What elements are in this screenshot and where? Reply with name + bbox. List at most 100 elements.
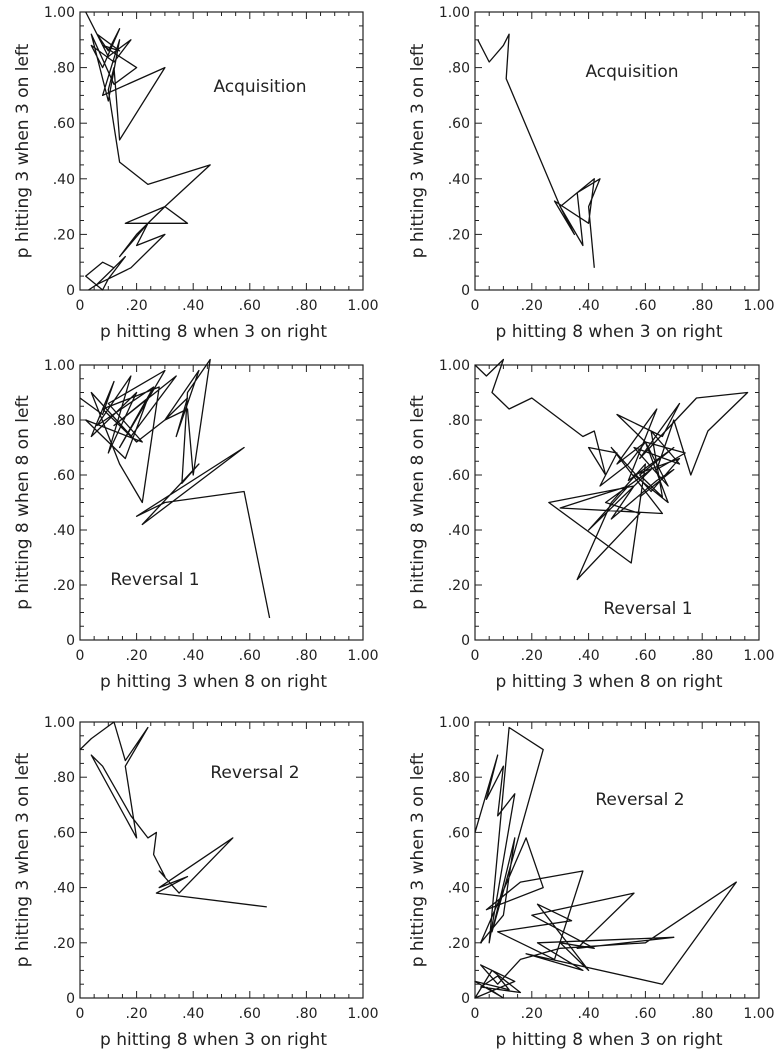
x-tick-label: 1.00 [743,648,774,664]
panel-title: Reversal 1 [110,570,199,590]
y-axis-title: p hitting 3 when 3 on left [408,752,428,967]
x-tick-label: .40 [182,648,204,664]
x-tick-label: .20 [125,298,147,314]
chart-panel-3: 0 .20 .40 .60 .80 1.00 0 .20 .40 .60 .80 1.00 p hitt… [13,358,379,692]
x-tick-label: .20 [521,298,543,314]
x-tick-label: .60 [634,298,656,314]
x-tick-label: 1.00 [347,298,378,314]
y-tick-label: 0 [461,283,470,299]
x-tick-label: .80 [295,1006,317,1022]
chart-panel-1: 0 .20 .40 .60 .80 1.00 0 .20 .40 .60 .80 1.00 p hitt… [13,5,379,342]
x-tick-label: .40 [577,648,599,664]
y-tick-label: .20 [448,936,470,952]
x-tick-label: 0 [471,298,480,314]
y-tick-label: .40 [53,881,75,897]
panel-title: Reversal 2 [210,763,299,783]
series-line-1 [85,11,211,291]
y-tick-label: .20 [53,578,75,594]
y-tick-label: .20 [448,227,470,243]
x-tick-label: .60 [634,1006,656,1022]
y-tick-label: 1.00 [439,715,470,731]
y-tick-label: 1.00 [44,715,75,731]
plot-frame [474,721,760,999]
x-tick-label: 1.00 [743,298,774,314]
plot-frame [474,11,760,291]
x-tick-label: .60 [634,648,656,664]
y-tick-label: .80 [448,770,470,786]
y-tick-label: 1.00 [44,5,75,21]
x-tick-label: 0 [471,648,480,664]
y-tick-label: 0 [66,991,75,1007]
x-tick-label: .40 [577,1006,599,1022]
x-tick-label: 1.00 [347,648,378,664]
x-tick-label: .40 [182,1006,204,1022]
y-tick-label: 1.00 [439,358,470,374]
chart-panel-5: 0 .20 .40 .60 .80 1.00 0 .20 .40 .60 .80 1.00 p hitt… [13,715,379,1050]
y-tick-label: .20 [448,578,470,594]
y-tick-label: .80 [53,770,75,786]
x-axis-title: p hitting 8 when 3 on right [100,322,327,342]
chart-panel-4: 0 .20 .40 .60 .80 1.00 0 .20 .40 .60 .80 1.00 p hitt… [408,358,774,692]
y-tick-label: .40 [53,172,75,188]
y-tick-label: 1.00 [439,5,470,21]
x-tick-label: .80 [691,298,713,314]
series-line-1 [79,721,267,908]
y-tick-label: .40 [448,881,470,897]
x-tick-label: 0 [76,1006,85,1022]
y-tick-label: .80 [53,61,75,77]
y-axis-title: p hitting 3 when 3 on left [13,752,33,967]
x-tick-label: .40 [182,298,204,314]
x-tick-label: .80 [691,1006,713,1022]
series-line-1 [474,358,749,581]
series-line-1 [477,33,601,268]
y-tick-label: 1.00 [44,358,75,374]
x-axis-title: p hitting 3 when 8 on right [496,672,723,692]
x-tick-label: .40 [577,298,599,314]
y-tick-label: .60 [448,468,470,484]
x-tick-label: 0 [471,1006,480,1022]
y-tick-label: .40 [53,523,75,539]
y-tick-label: .80 [53,413,75,429]
chart-panel-6: 0 .20 .40 .60 .80 1.00 0 .20 .40 .60 .80 1.00 p hitt… [408,715,774,1050]
x-tick-label: .20 [125,648,147,664]
y-axis-title: p hitting 8 when 8 on left [13,395,33,610]
x-tick-label: .80 [691,648,713,664]
x-tick-label: .20 [521,648,543,664]
x-axis-title: p hitting 8 when 3 on right [496,1030,723,1050]
x-axis-title: p hitting 3 when 8 on right [100,672,327,692]
y-tick-label: 0 [461,633,470,649]
x-tick-label: .60 [239,648,261,664]
panel-title: Acquisition [585,62,678,82]
panel-title: Reversal 2 [595,790,684,810]
y-tick-label: 0 [66,633,75,649]
x-tick-label: 0 [76,648,85,664]
y-tick-label: .80 [448,61,470,77]
y-tick-label: .40 [448,523,470,539]
y-axis-title: p hitting 8 when 8 on left [408,395,428,610]
y-tick-label: .80 [448,413,470,429]
x-tick-label: 1.00 [347,1006,378,1022]
x-axis-title: p hitting 8 when 3 on right [100,1030,327,1050]
y-tick-label: .60 [53,468,75,484]
y-tick-label: .20 [53,936,75,952]
chart-panel-2: 0 .20 .40 .60 .80 1.00 0 .20 .40 .60 .80 1.00 p hitt… [408,5,774,342]
panel-title: Acquisition [213,77,306,97]
series-line-1 [79,358,271,619]
panel-title: Reversal 1 [603,599,692,619]
y-tick-label: .60 [448,116,470,132]
x-tick-label: .20 [125,1006,147,1022]
y-tick-label: 0 [66,283,75,299]
y-tick-label: .20 [53,227,75,243]
series-line-1 [474,726,737,999]
y-tick-label: .60 [448,825,470,841]
y-tick-label: .60 [53,116,75,132]
y-tick-label: .60 [53,825,75,841]
y-axis-title: p hitting 3 when 3 on left [13,43,33,258]
x-tick-label: .80 [295,648,317,664]
x-tick-label: 1.00 [743,1006,774,1022]
x-tick-label: .60 [239,298,261,314]
x-tick-label: .20 [521,1006,543,1022]
x-tick-label: .80 [295,298,317,314]
y-axis-title: p hitting 3 when 3 on left [408,43,428,258]
